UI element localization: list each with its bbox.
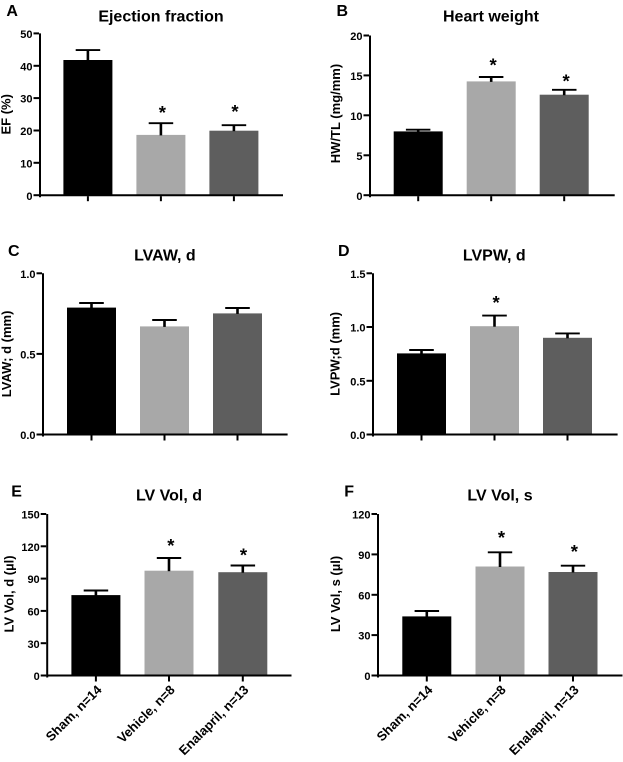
svg-text:Heart weight: Heart weight <box>443 8 540 25</box>
svg-text:E: E <box>11 483 22 500</box>
svg-text:*: * <box>492 292 500 313</box>
svg-text:60: 60 <box>27 607 39 619</box>
svg-text:*: * <box>240 544 248 565</box>
svg-text:90: 90 <box>27 574 39 586</box>
svg-text:150: 150 <box>21 510 39 522</box>
svg-text:20: 20 <box>20 126 32 138</box>
svg-text:B: B <box>337 3 349 20</box>
svg-text:120: 120 <box>21 542 39 554</box>
svg-text:LV Vol, s: LV Vol, s <box>467 488 532 505</box>
svg-text:15: 15 <box>350 71 362 83</box>
svg-text:LVPW, d: LVPW, d <box>463 247 526 264</box>
svg-text:90: 90 <box>358 550 370 562</box>
svg-text:LVAW; d (mm): LVAW; d (mm) <box>0 311 14 398</box>
svg-text:30: 30 <box>358 631 370 643</box>
svg-text:C: C <box>8 243 20 260</box>
svg-text:HW/TL (mg/mm): HW/TL (mg/mm) <box>328 64 343 163</box>
svg-text:50: 50 <box>20 29 32 41</box>
svg-text:*: * <box>231 101 239 122</box>
svg-text:20: 20 <box>350 31 362 43</box>
svg-text:120: 120 <box>352 510 370 522</box>
svg-text:0.5: 0.5 <box>20 350 35 362</box>
svg-text:10: 10 <box>20 158 32 170</box>
svg-text:10: 10 <box>350 111 362 123</box>
svg-text:*: * <box>571 541 579 562</box>
svg-text:*: * <box>489 54 497 75</box>
svg-text:60: 60 <box>358 590 370 602</box>
svg-text:0: 0 <box>26 191 32 203</box>
svg-text:LV Vol, d (µl): LV Vol, d (µl) <box>2 555 17 632</box>
svg-text:LV Vol, s (µl): LV Vol, s (µl) <box>328 556 343 632</box>
svg-text:0: 0 <box>364 671 370 683</box>
svg-text:30: 30 <box>27 639 39 651</box>
svg-text:A: A <box>6 3 18 20</box>
svg-text:1.5: 1.5 <box>350 269 365 281</box>
svg-text:30: 30 <box>20 94 32 106</box>
svg-text:0.5: 0.5 <box>350 376 365 388</box>
svg-text:0.0: 0.0 <box>350 430 365 442</box>
svg-text:Ejection fraction: Ejection fraction <box>98 8 223 25</box>
svg-text:0: 0 <box>34 671 40 683</box>
svg-text:F: F <box>344 483 354 500</box>
svg-text:D: D <box>338 243 350 260</box>
svg-text:1.0: 1.0 <box>350 323 365 335</box>
svg-text:*: * <box>167 535 175 556</box>
svg-text:40: 40 <box>20 61 32 73</box>
svg-text:LV Vol, d: LV Vol, d <box>136 488 202 505</box>
svg-text:*: * <box>498 527 506 548</box>
svg-text:*: * <box>562 70 570 91</box>
svg-text:1.0: 1.0 <box>20 269 35 281</box>
svg-text:5: 5 <box>356 151 362 163</box>
svg-text:*: * <box>159 102 167 123</box>
svg-text:LVAW, d: LVAW, d <box>134 247 196 264</box>
svg-text:LVPW;d (mm): LVPW;d (mm) <box>328 312 343 396</box>
svg-text:0.0: 0.0 <box>20 430 35 442</box>
svg-text:0: 0 <box>356 191 362 203</box>
svg-text:EF (%): EF (%) <box>0 94 13 134</box>
